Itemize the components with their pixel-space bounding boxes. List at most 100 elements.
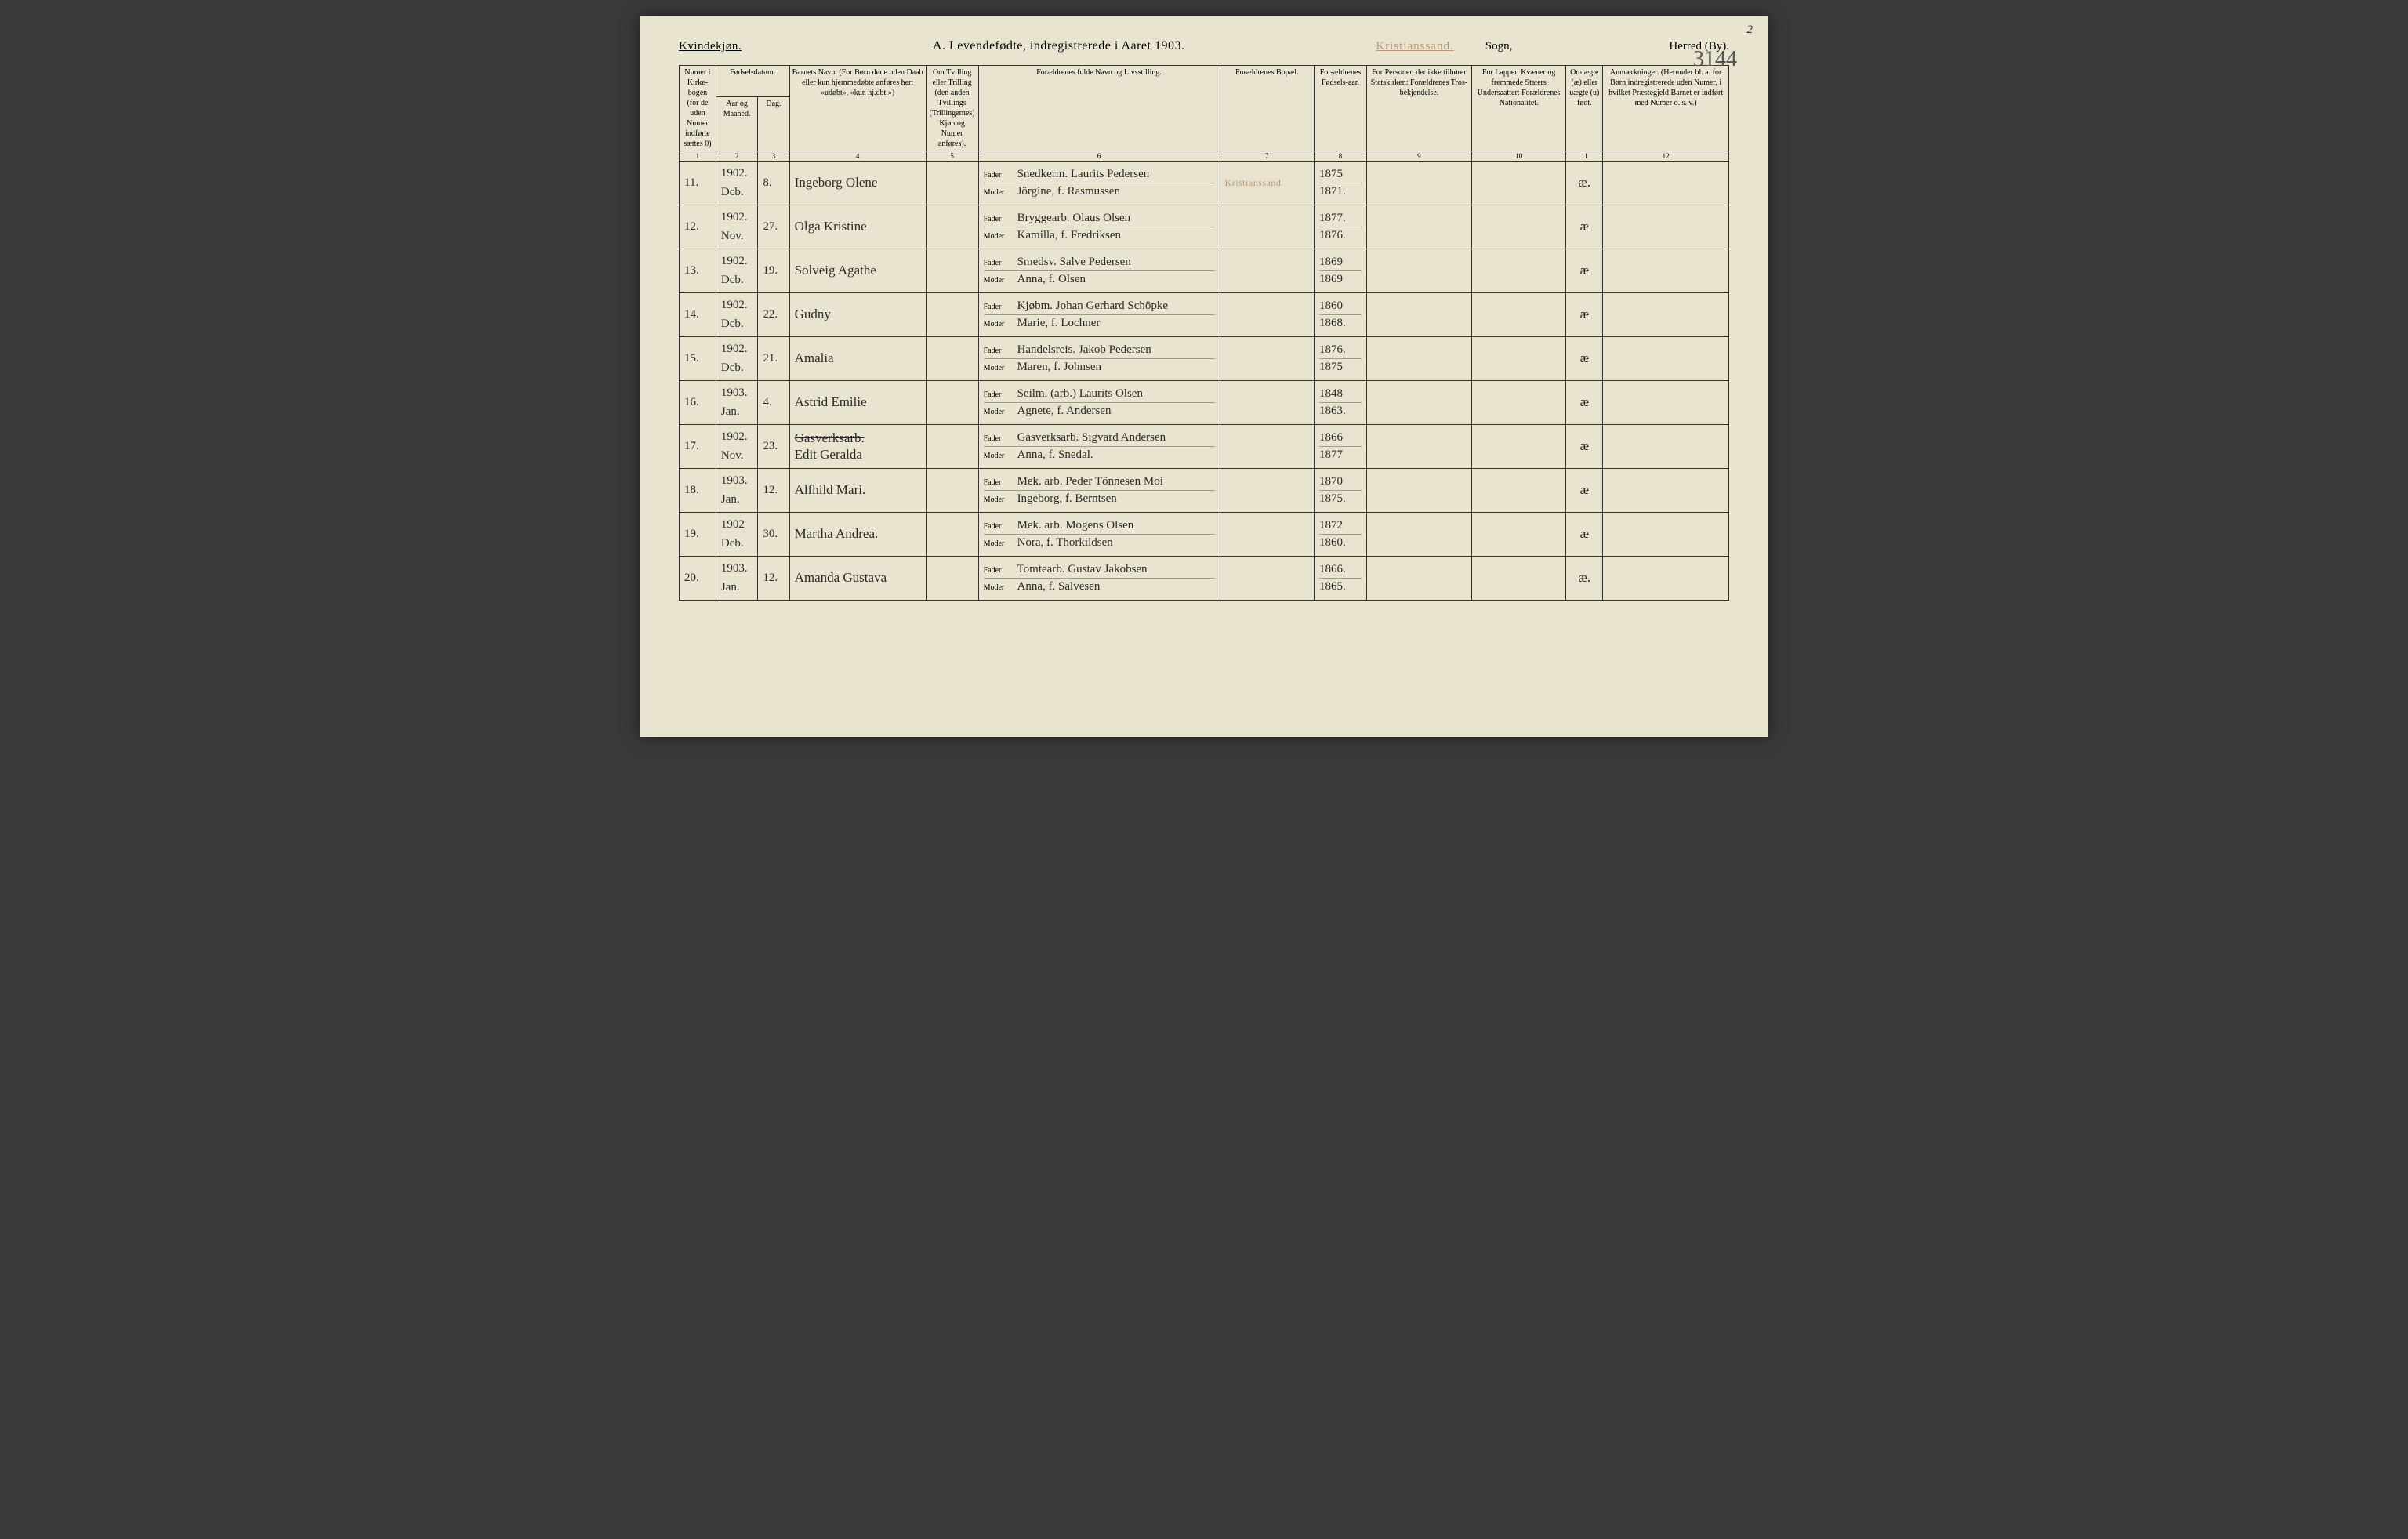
cell-notes	[1603, 469, 1729, 513]
cell-parents: FaderMek. arb. Peder Tönnesen Moi ModerI…	[978, 469, 1220, 513]
cell-notes	[1603, 557, 1729, 601]
table-header: Numer i Kirke-bogen (for de uden Numer i…	[680, 66, 1729, 162]
table-row: 12. 1902.Nov. 27. Olga Kristine FaderBry…	[680, 205, 1729, 249]
table-body: 11. 1902.Dcb. 8. Ingeborg Olene FaderSne…	[680, 162, 1729, 601]
cell-residence	[1220, 293, 1315, 337]
cell-day: 21.	[758, 337, 789, 381]
cell-twin	[926, 293, 978, 337]
cell-year-month: 1903.Jan.	[716, 469, 758, 513]
cell-residence	[1220, 205, 1315, 249]
cell-legitimacy: æ	[1566, 293, 1603, 337]
cell-parent-birthyears: 1866.1865.	[1315, 557, 1367, 601]
cell-nationality	[1471, 469, 1566, 513]
title-text: A. Levendefødte, indregistrerede i Aaret…	[933, 39, 1175, 53]
cell-nationality	[1471, 513, 1566, 557]
cell-day: 23.	[758, 425, 789, 469]
cell-residence	[1220, 469, 1315, 513]
colnum: 3	[758, 151, 789, 162]
cell-year-month: 1902.Nov.	[716, 425, 758, 469]
register-table: Numer i Kirke-bogen (for de uden Numer i…	[679, 65, 1729, 601]
table-row: 17. 1902.Nov. 23. Gasverksarb.Edit Geral…	[680, 425, 1729, 469]
col-header-legitimacy: Om ægte (æ) eller uægte (u) født.	[1566, 66, 1603, 151]
cell-number: 19.	[680, 513, 716, 557]
register-page: 2 3144 Kvindekjøn. A. Levendefødte, indr…	[640, 16, 1768, 737]
cell-residence: Kristianssand.	[1220, 162, 1315, 205]
cell-child-name: Astrid Emilie	[789, 381, 926, 425]
cell-twin	[926, 249, 978, 293]
cell-parents: FaderTomtearb. Gustav Jakobsen ModerAnna…	[978, 557, 1220, 601]
cell-parents: FaderSnedkerm. Laurits Pedersen ModerJör…	[978, 162, 1220, 205]
cell-residence	[1220, 337, 1315, 381]
cell-twin	[926, 513, 978, 557]
cell-day: 27.	[758, 205, 789, 249]
cell-notes	[1603, 293, 1729, 337]
colnum: 12	[1603, 151, 1729, 162]
cell-parent-birthyears: 18751871.	[1315, 162, 1367, 205]
cell-notes	[1603, 513, 1729, 557]
cell-number: 16.	[680, 381, 716, 425]
cell-twin	[926, 469, 978, 513]
cell-number: 13.	[680, 249, 716, 293]
cell-twin	[926, 205, 978, 249]
table-row: 16. 1903.Jan. 4. Astrid Emilie FaderSeil…	[680, 381, 1729, 425]
cell-legitimacy: æ	[1566, 205, 1603, 249]
cell-religion	[1366, 249, 1471, 293]
cell-nationality	[1471, 293, 1566, 337]
cell-legitimacy: æ.	[1566, 162, 1603, 205]
cell-residence	[1220, 513, 1315, 557]
page-header: Kvindekjøn. A. Levendefødte, indregistre…	[679, 39, 1729, 53]
cell-twin	[926, 337, 978, 381]
cell-number: 12.	[680, 205, 716, 249]
cell-child-name: Olga Kristine	[789, 205, 926, 249]
colnum: 2	[716, 151, 758, 162]
cell-religion	[1366, 293, 1471, 337]
table-row: 20. 1903.Jan. 12. Amanda Gustava FaderTo…	[680, 557, 1729, 601]
cell-legitimacy: æ	[1566, 425, 1603, 469]
cell-twin	[926, 425, 978, 469]
table-row: 11. 1902.Dcb. 8. Ingeborg Olene FaderSne…	[680, 162, 1729, 205]
col-header-nationality: For Lapper, Kvæner og fremmede Staters U…	[1471, 66, 1566, 151]
cell-number: 17.	[680, 425, 716, 469]
col-header-twin: Om Tvilling eller Trilling (den anden Tv…	[926, 66, 978, 151]
cell-religion	[1366, 557, 1471, 601]
cell-notes	[1603, 381, 1729, 425]
col-header-number: Numer i Kirke-bogen (for de uden Numer i…	[680, 66, 716, 151]
cell-nationality	[1471, 557, 1566, 601]
col-header-year-month: Aar og Maaned.	[716, 97, 758, 151]
cell-notes	[1603, 249, 1729, 293]
cell-child-name: Solveig Agathe	[789, 249, 926, 293]
cell-year-month: 1902.Dcb.	[716, 337, 758, 381]
cell-year-month: 1902Dcb.	[716, 513, 758, 557]
cell-legitimacy: æ	[1566, 513, 1603, 557]
cell-notes	[1603, 425, 1729, 469]
cell-year-month: 1902.Dcb.	[716, 162, 758, 205]
cell-religion	[1366, 205, 1471, 249]
cell-nationality	[1471, 205, 1566, 249]
cell-notes	[1603, 337, 1729, 381]
cell-notes	[1603, 162, 1729, 205]
cell-residence	[1220, 381, 1315, 425]
cell-legitimacy: æ	[1566, 337, 1603, 381]
cell-legitimacy: æ.	[1566, 557, 1603, 601]
cell-child-name: Ingeborg Olene	[789, 162, 926, 205]
sogn-label: Sogn,	[1485, 40, 1513, 53]
cell-child-name: Gudny	[789, 293, 926, 337]
cell-parents: FaderSeilm. (arb.) Laurits Olsen ModerAg…	[978, 381, 1220, 425]
col-header-day: Dag.	[758, 97, 789, 151]
cell-number: 18.	[680, 469, 716, 513]
cell-child-name: Alfhild Mari.	[789, 469, 926, 513]
cell-twin	[926, 381, 978, 425]
cell-parent-birthyears: 18691869	[1315, 249, 1367, 293]
col-header-childname: Barnets Navn. (For Børn døde uden Daab e…	[789, 66, 926, 151]
archive-number: 3144	[1693, 47, 1737, 72]
table-row: 18. 1903.Jan. 12. Alfhild Mari. FaderMek…	[680, 469, 1729, 513]
cell-parent-birthyears: 18661877	[1315, 425, 1367, 469]
cell-parent-birthyears: 1877.1876.	[1315, 205, 1367, 249]
colnum: 6	[978, 151, 1220, 162]
cell-child-name: Martha Andrea.	[789, 513, 926, 557]
col-header-parents: Forældrenes fulde Navn og Livsstilling.	[978, 66, 1220, 151]
title-year-digit: 3	[1174, 39, 1181, 53]
cell-religion	[1366, 337, 1471, 381]
cell-child-name: Gasverksarb.Edit Geralda	[789, 425, 926, 469]
table-row: 15. 1902.Dcb. 21. Amalia FaderHandelsrei…	[680, 337, 1729, 381]
